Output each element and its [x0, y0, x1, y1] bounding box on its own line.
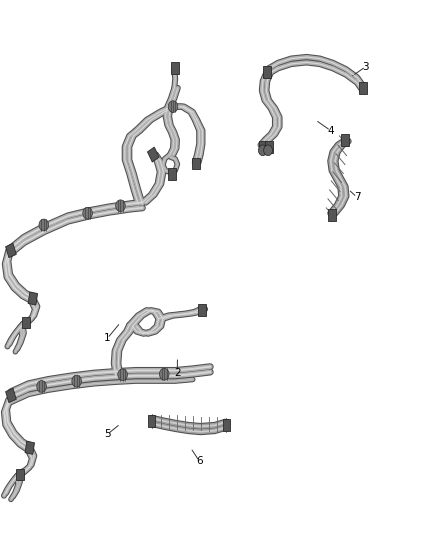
Bar — [148, 415, 155, 427]
Bar — [223, 419, 230, 431]
Bar — [198, 304, 206, 316]
Bar — [265, 141, 273, 153]
Text: 7: 7 — [353, 192, 360, 202]
Bar — [16, 469, 24, 480]
Text: 5: 5 — [104, 430, 111, 439]
Circle shape — [159, 368, 169, 380]
Circle shape — [264, 145, 272, 156]
Circle shape — [118, 369, 127, 381]
Bar — [6, 389, 16, 402]
Bar — [148, 147, 159, 162]
Circle shape — [72, 375, 81, 387]
Text: 3: 3 — [362, 62, 369, 71]
Bar — [25, 441, 35, 454]
Circle shape — [258, 145, 267, 156]
Bar — [22, 317, 30, 328]
Bar — [192, 158, 200, 169]
Bar — [168, 168, 176, 180]
Text: 2: 2 — [174, 368, 181, 378]
Circle shape — [116, 200, 125, 212]
Bar — [171, 62, 179, 74]
Bar — [259, 141, 267, 153]
Text: 6: 6 — [196, 456, 203, 466]
Circle shape — [83, 207, 92, 219]
Bar — [263, 66, 271, 78]
Circle shape — [168, 101, 178, 112]
Bar — [328, 209, 336, 221]
Circle shape — [37, 381, 46, 392]
Circle shape — [39, 219, 49, 231]
Bar — [28, 292, 38, 305]
Text: 1: 1 — [104, 334, 111, 343]
Bar — [6, 244, 16, 257]
Bar — [341, 134, 349, 146]
Text: 4: 4 — [327, 126, 334, 135]
Bar — [359, 82, 367, 94]
